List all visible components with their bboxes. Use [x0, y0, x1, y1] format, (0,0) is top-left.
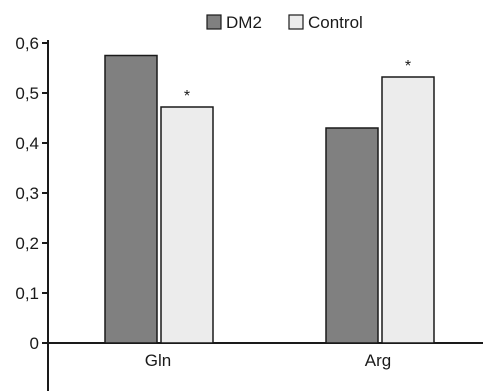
x-tick-label-arg: Arg — [365, 351, 391, 370]
y-tick-label: 0,1 — [15, 284, 39, 303]
legend-label-control: Control — [308, 13, 363, 32]
significance-marker: * — [405, 58, 411, 75]
bar-arg-dm2 — [325, 127, 379, 344]
legend-swatch-dm2 — [206, 14, 222, 30]
y-tick-label: 0,2 — [15, 234, 39, 253]
bar-gln-dm2 — [104, 54, 158, 344]
y-tick-label: 0,3 — [15, 184, 39, 203]
y-tick-label: 0 — [30, 334, 39, 353]
y-tick-label: 0,5 — [15, 84, 39, 103]
y-tick-label: 0,6 — [15, 34, 39, 53]
x-tick-label-gln: Gln — [145, 351, 171, 370]
legend-swatch-control — [288, 14, 304, 30]
legend: DM2 Control — [206, 13, 363, 32]
significance-marker: * — [184, 88, 190, 105]
y-tick-label: 0,4 — [15, 134, 39, 153]
legend-label-dm2: DM2 — [226, 13, 262, 32]
bar-arg-control — [381, 76, 435, 344]
plot-area: 0 0,1 0,2 0,3 0,4 0,5 0,6 Gln Arg * * — [15, 34, 483, 391]
bar-gln-control — [160, 106, 214, 344]
